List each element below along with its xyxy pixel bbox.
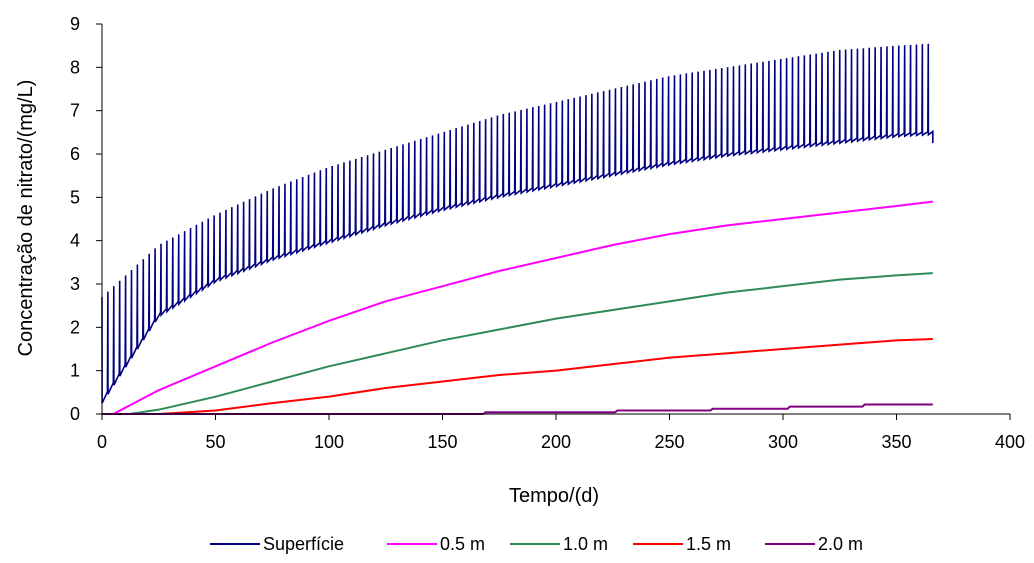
series-line-3 [102,338,933,415]
y-tick-label: 0 [70,404,80,424]
x-tick-label: 100 [314,432,344,452]
series-line-2 [102,272,933,415]
y-axis-title: Concentração de nitrato/(mg/L) [15,80,37,357]
legend-label: Superfície [263,534,344,554]
legend-label: 1.0 m [563,534,608,554]
x-axis-title: Tempo/(d) [509,485,599,507]
series-line-4 [102,403,933,415]
legend-label: 2.0 m [818,534,863,554]
y-tick-label: 6 [70,144,80,164]
series-line-superficie [101,43,934,404]
y-tick-label: 4 [70,231,80,251]
y-tick-label: 3 [70,274,80,294]
x-tick-label: 150 [427,432,457,452]
x-tick-label: 350 [881,432,911,452]
x-tick-label: 300 [768,432,798,452]
y-tick-label: 9 [70,14,80,34]
y-tick-label: 7 [70,101,80,121]
legend-label: 0.5 m [440,534,485,554]
x-tick-label: 0 [97,432,107,452]
legend-label: 1.5 m [686,534,731,554]
series-layer [101,43,934,415]
y-tick-label: 5 [70,187,80,207]
x-tick-label: 250 [654,432,684,452]
legend: Superfície 0.5 m 1.0 m 1.5 m 2.0 m [210,534,863,554]
y-tick-label: 8 [70,57,80,77]
x-tick-label: 200 [541,432,571,452]
x-tick-label: 50 [205,432,225,452]
y-tick-label: 1 [70,361,80,381]
x-tick-label: 400 [995,432,1025,452]
y-tick-label: 2 [70,317,80,337]
series-line-1 [102,200,933,415]
axes-layer: 0 50 100 150 200 250 300 350 400 0 1 2 3 4 5 6 7 8 9 [70,14,1025,452]
